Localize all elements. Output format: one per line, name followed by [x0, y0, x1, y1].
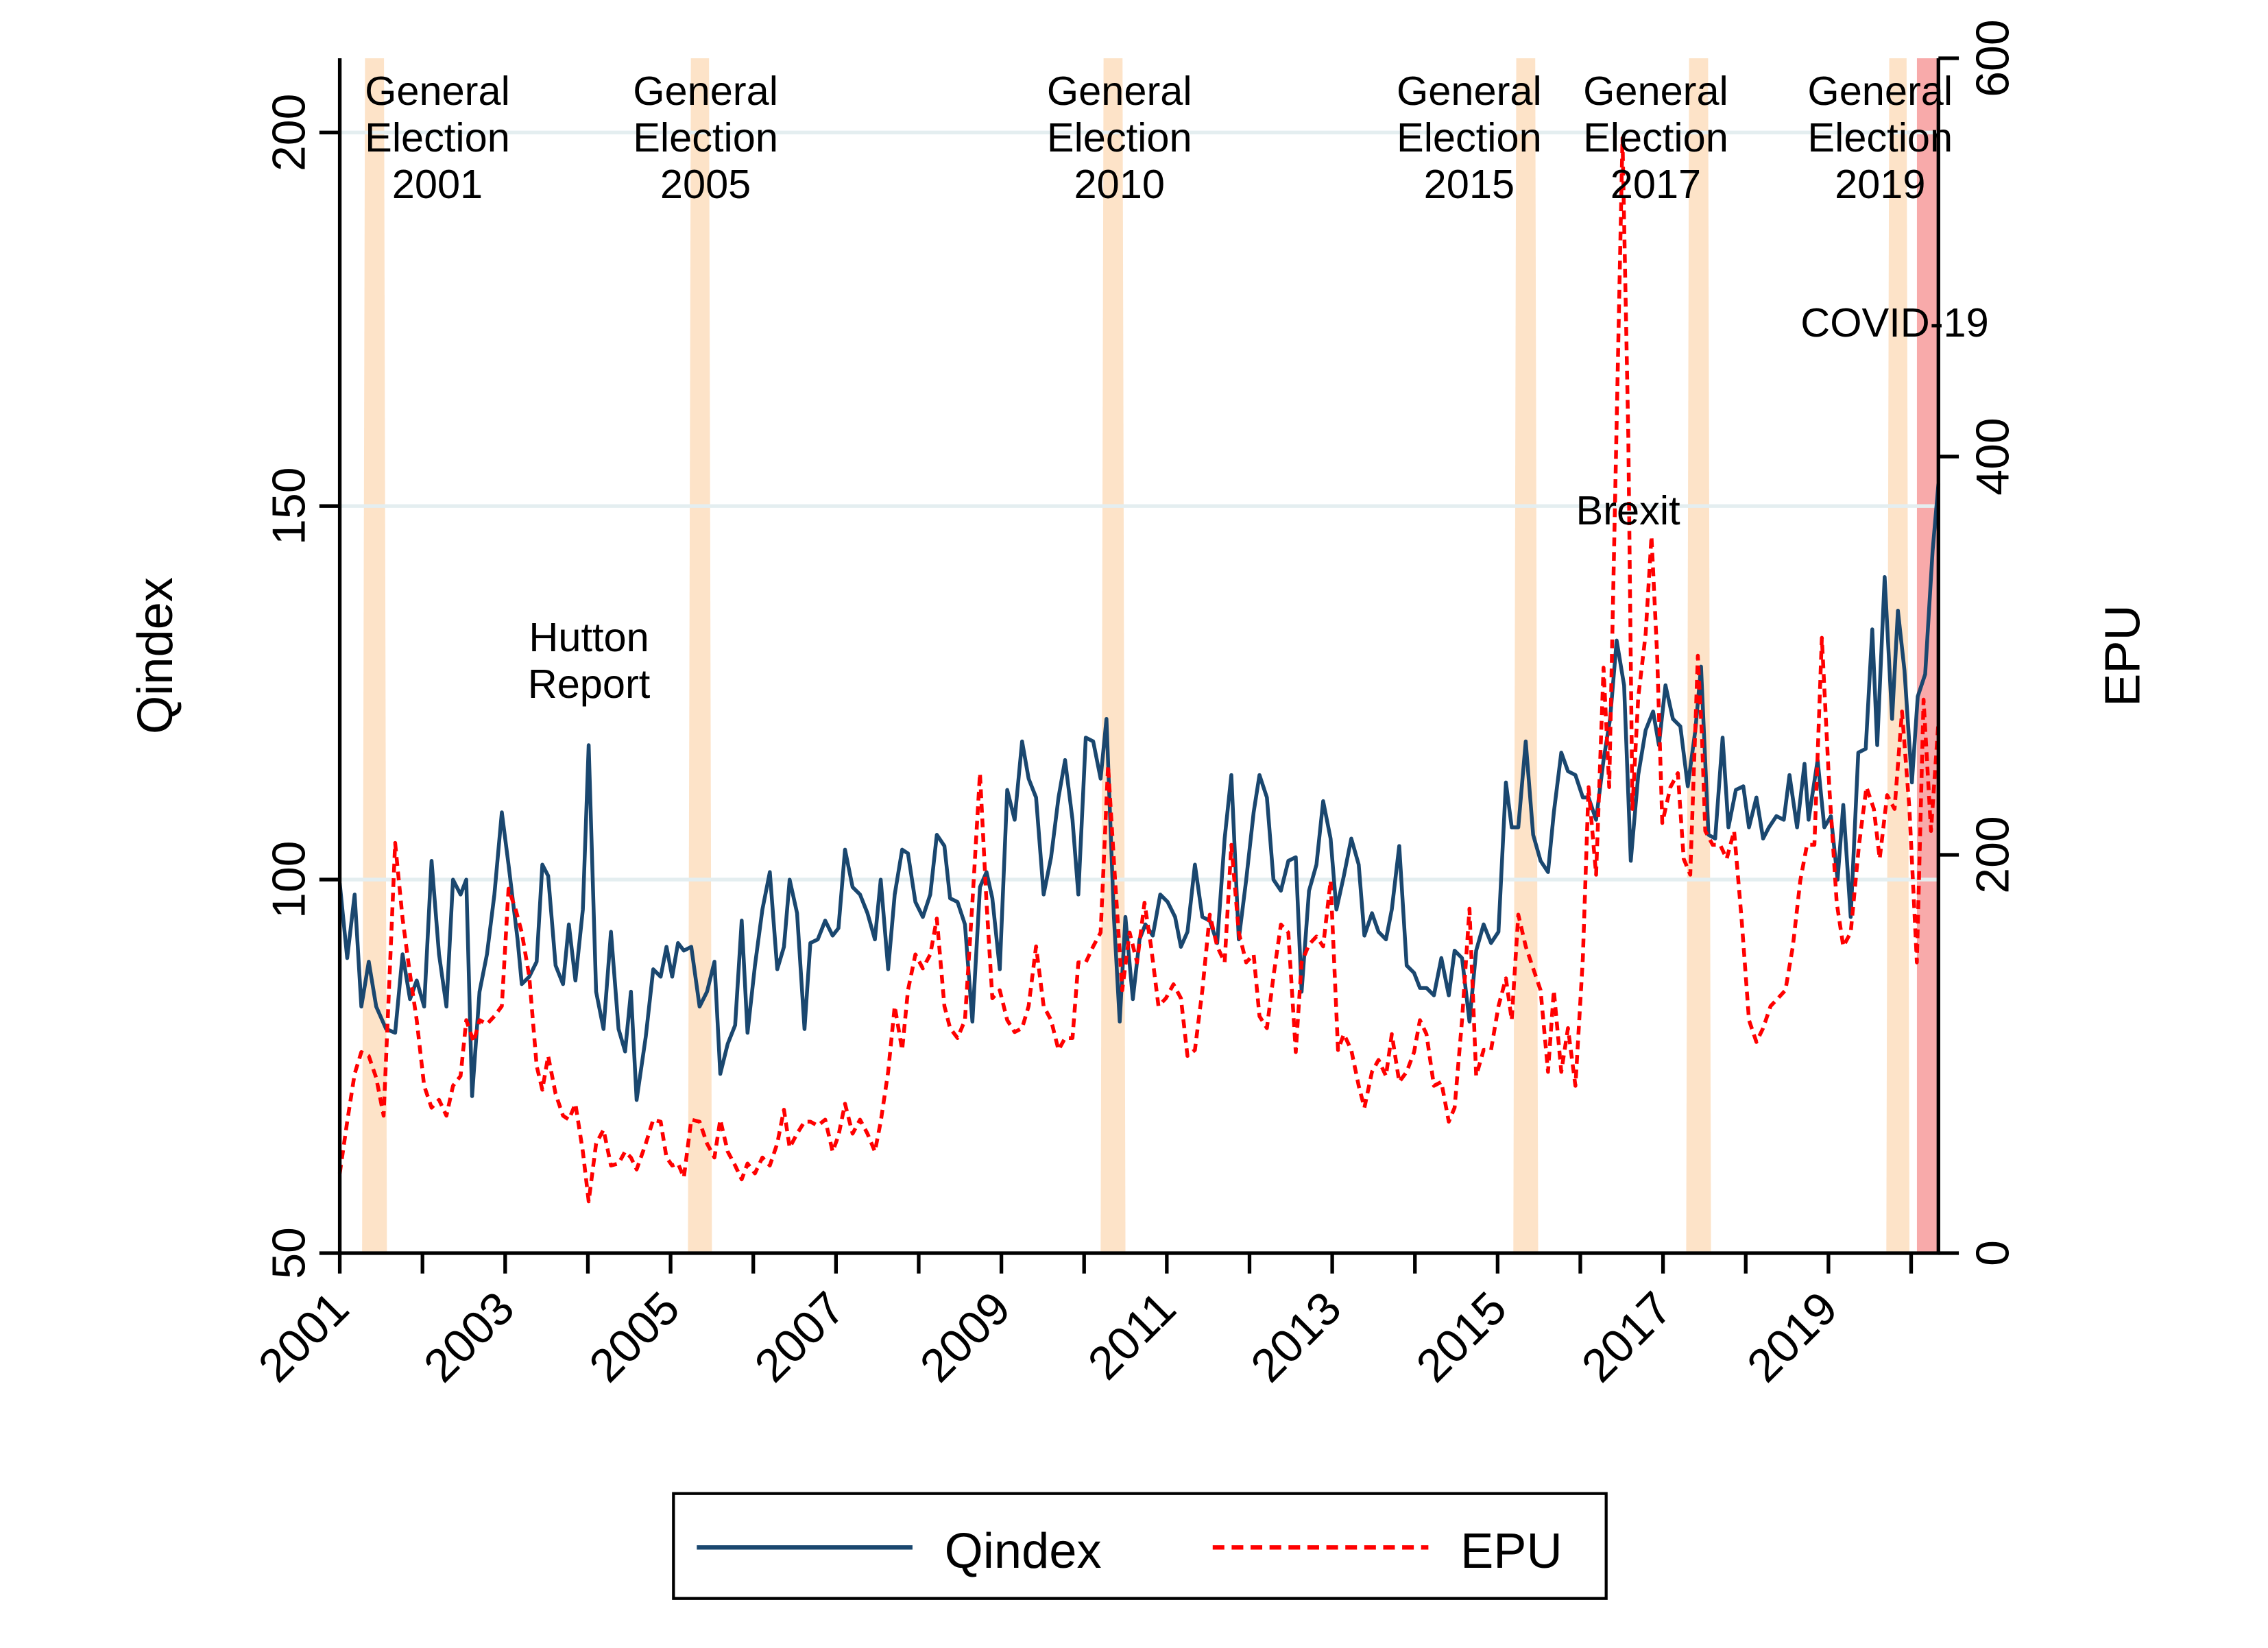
- x-tick-label: 2009: [910, 1282, 1020, 1392]
- y-left-tick-label: 100: [263, 840, 315, 918]
- x-tick-label: 2017: [1572, 1282, 1682, 1392]
- annotation-line: 2017: [1610, 161, 1701, 207]
- annotation-line: General: [1397, 68, 1542, 114]
- annotation-line: General: [633, 68, 778, 114]
- election-band: [362, 58, 387, 1253]
- legend-label-epu: EPU: [1460, 1524, 1563, 1579]
- annotation-label: General Election 2010: [1047, 68, 1192, 207]
- x-tick-label: 2013: [1241, 1282, 1351, 1392]
- annotation-line: Election: [633, 114, 778, 160]
- annotation-label: COVID-19: [1800, 300, 1988, 346]
- x-tick-label: 2001: [248, 1282, 359, 1392]
- annotation-line: General: [1047, 68, 1192, 114]
- y-left-tick-label: 150: [263, 467, 315, 544]
- election-band: [1886, 58, 1910, 1253]
- gridlines: [339, 130, 1939, 882]
- annotation-label: General Election 2005: [633, 68, 778, 207]
- x-tick-label: 2007: [745, 1282, 855, 1392]
- x-tick-label: 2019: [1737, 1282, 1848, 1392]
- y-left-tick-label: 200: [263, 94, 315, 171]
- annotation-line: General: [365, 68, 510, 114]
- annotation-line: Election: [1047, 114, 1192, 160]
- annotation-label: General Election 2001: [365, 68, 510, 207]
- annotation-line: 2001: [392, 161, 483, 207]
- series-line-epu: [337, 136, 1941, 1204]
- annotation-line: General: [1583, 68, 1728, 114]
- x-tick-label: 2011: [1078, 1282, 1185, 1390]
- annotation-label: General Election 2017: [1583, 68, 1728, 207]
- annotation-line: COVID-19: [1800, 300, 1988, 346]
- x-tick-label: 2003: [414, 1282, 524, 1392]
- annotation-line: Election: [1583, 114, 1728, 160]
- election-band: [1100, 58, 1126, 1253]
- annotation-line: Brexit: [1576, 487, 1681, 533]
- annotation-label: General Election 2015: [1397, 68, 1542, 207]
- annotation-line: Report: [528, 661, 651, 707]
- x-tick-label: 2005: [579, 1282, 690, 1392]
- legend-label-qindex: Qindex: [945, 1524, 1102, 1579]
- y-right-tick-label: 600: [1966, 19, 2018, 97]
- legend: Qindex EPU: [672, 1492, 1608, 1600]
- annotation-line: 2019: [1835, 161, 1925, 207]
- annotation-line: Hutton: [529, 614, 649, 660]
- y-axis-left-title: Qindex: [128, 577, 183, 734]
- y-right-tick-label: 200: [1966, 816, 2018, 893]
- series-lines: [337, 136, 1941, 1204]
- annotation-line: General: [1807, 68, 1953, 114]
- annotation-line: 2005: [660, 161, 751, 207]
- election-band: [688, 58, 712, 1253]
- annotation-line: Election: [1397, 114, 1542, 160]
- y-right-tick-label: 0: [1966, 1240, 2018, 1266]
- annotation-label: Hutton Report: [528, 614, 651, 707]
- y-left-tick-label: 50: [263, 1227, 315, 1279]
- axes: 2001 2003 2005 2007 2009 2011 2013 2015 2017 2019…: [248, 19, 2018, 1392]
- annotation-line: Election: [1807, 114, 1953, 160]
- annotation-line: 2015: [1424, 161, 1515, 207]
- y-axis-right-title: EPU: [2096, 605, 2151, 707]
- x-tick-label: 2015: [1406, 1282, 1517, 1392]
- y-right-tick-label: 400: [1966, 417, 2018, 495]
- annotation-label: General Election 2019: [1807, 68, 1953, 207]
- annotation-line: 2010: [1074, 161, 1165, 207]
- election-band: [1513, 58, 1539, 1253]
- annotation-line: Election: [365, 114, 510, 160]
- annotation-label: Brexit: [1576, 487, 1681, 533]
